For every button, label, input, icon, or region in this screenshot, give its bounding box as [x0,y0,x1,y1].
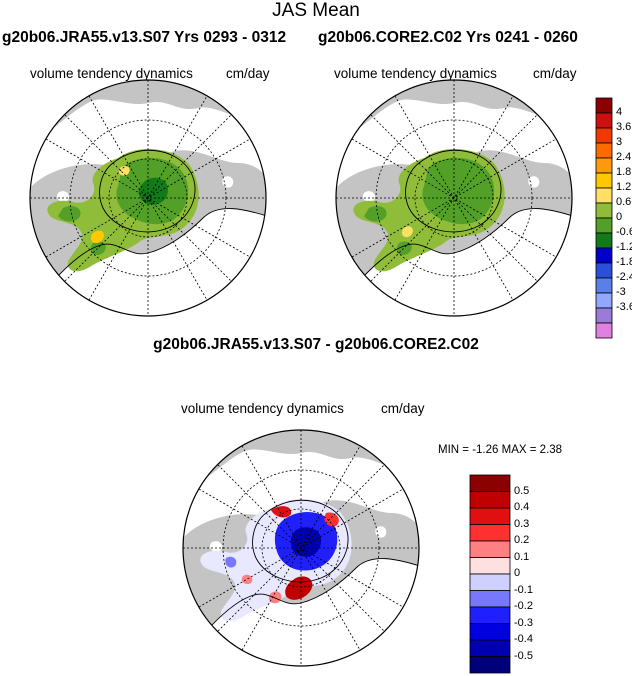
top-colorbar-label: 0 [616,211,623,223]
top-colorbar-label: -3 [616,286,626,298]
top-colorbar-swatch [595,322,613,339]
diff-colorbar-label: 0.1 [514,550,530,563]
left-run-title: g20b06.JRA55.v13.S07 Yrs 0293 - 0312 [2,29,287,46]
top-colorbar-swatch [595,307,613,324]
diff-colorbar-swatch [469,573,511,591]
minmax-readout: MIN = -1.26 MAX = 2.38 [438,444,562,456]
diff-colorbar-swatch [469,623,511,641]
top-colorbar-label: -2.4 [616,271,632,283]
diff-colorbar-label: 0 [514,567,521,579]
top-colorbar [595,97,613,339]
main-title: JAS Mean [272,0,360,21]
diff-colorbar-label: -0.3 [514,616,533,629]
diff-colorbar-label: 0.3 [514,517,530,530]
top-colorbar-swatch [595,142,613,159]
diff-colorbar-swatch [469,590,511,608]
top-colorbar-swatch [595,97,613,114]
top-colorbar-label: 4 [616,106,623,118]
top-colorbar-swatch [595,247,613,264]
top-colorbar-label: 3 [616,136,623,148]
max-label: MAX = [501,444,537,456]
diff-colorbar-label: -0.1 [514,583,533,596]
diff-colorbar-label: -0.5 [514,649,533,662]
top-colorbar-label: 0.6 [616,196,632,208]
top-colorbar-swatch [595,112,613,129]
top-colorbar-label: -1.8 [616,256,632,268]
max-value: 2.38 [539,444,563,456]
top-colorbar-label: -0.6 [616,226,632,238]
top-colorbar-label: 3.6 [616,121,632,133]
diff-colorbar-swatch [469,606,511,624]
top-colorbar-swatch [595,202,613,219]
top-colorbar-swatch [595,217,613,234]
top-colorbar-label: -3.6 [616,301,632,313]
diff-colorbar-swatch [469,507,511,525]
diff-colorbar [469,474,511,674]
right-panel-units: cm/day [533,66,577,81]
top-colorbar-swatch [595,262,613,279]
diff-colorbar-swatch [469,540,511,558]
diff-panel-units: cm/day [381,401,425,416]
diff-colorbar-label: -0.2 [514,600,533,612]
diff-title: g20b06.JRA55.v13.S07 - g20b06.CORE2.C02 [153,336,479,353]
diff-colorbar-swatch [469,656,511,674]
min-value: -1.26 [472,444,499,456]
top-colorbar-swatch [595,172,613,189]
diff-colorbar-swatch [469,639,511,657]
top-colorbar-label: 1.8 [616,166,632,178]
left-polar-map [29,79,267,317]
top-colorbar-label: -1.2 [616,241,632,253]
right-run-title: g20b06.CORE2.C02 Yrs 0241 - 0260 [318,29,578,46]
top-colorbar-swatch [595,277,613,294]
diff-colorbar-swatch [469,524,511,542]
diff-colorbar-swatch [469,491,511,509]
top-colorbar-swatch [595,157,613,174]
left-panel-units: cm/day [226,66,270,81]
diff-panel-variable: volume tendency dynamics [181,401,344,416]
diff-colorbar-label: 0.2 [514,534,530,546]
left-panel-variable: volume tendency dynamics [30,66,193,81]
right-polar-map [335,79,573,317]
top-colorbar-label: 2.4 [616,151,632,163]
diff-polar-map [182,429,420,667]
diff-colorbar-label: -0.4 [514,633,533,645]
top-colorbar-swatch [595,232,613,249]
right-panel-variable: volume tendency dynamics [334,66,497,81]
top-colorbar-swatch [595,187,613,204]
top-colorbar-label: 1.2 [616,181,632,193]
diff-colorbar-swatch [469,474,511,492]
top-colorbar-swatch [595,292,613,309]
diff-colorbar-swatch [469,557,511,575]
min-label: MIN = [438,444,469,456]
top-colorbar-swatch [595,127,613,144]
diff-colorbar-label: 0.5 [514,484,530,497]
diff-colorbar-label: 0.4 [514,501,530,513]
